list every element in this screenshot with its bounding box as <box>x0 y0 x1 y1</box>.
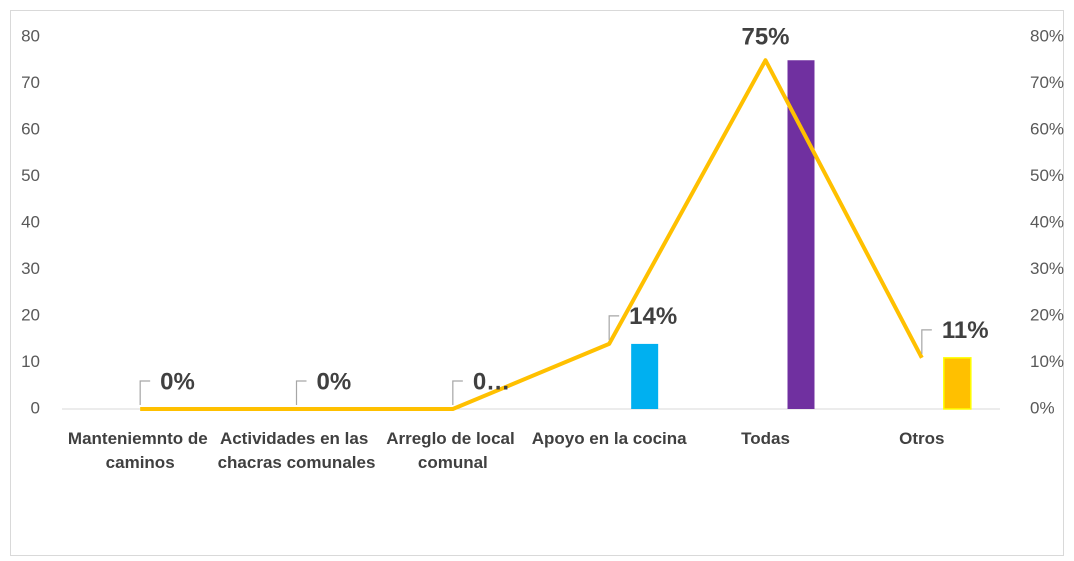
y2-tick-label: 20% <box>1030 305 1064 324</box>
line <box>140 58 924 411</box>
x-tick-label: Otros <box>899 429 944 448</box>
y-tick-label: 80 <box>21 26 40 45</box>
x-tick-label: Apoyo en la cocina <box>532 429 687 448</box>
y2-tick-label: 30% <box>1030 259 1064 278</box>
y-tick-label: 70 <box>21 73 40 92</box>
leader-line <box>921 329 932 354</box>
y-tick-label: 20 <box>21 305 40 324</box>
leader-line <box>139 380 151 405</box>
data-label: 14% <box>629 303 677 330</box>
y-tick-label: 50 <box>21 166 40 185</box>
y-tick-label: 40 <box>21 212 40 231</box>
y2-tick-label: 60% <box>1030 119 1064 138</box>
leader-line <box>452 380 463 405</box>
y-tick-label: 0 <box>31 398 40 417</box>
bar <box>631 343 659 409</box>
bar <box>943 357 972 410</box>
x-tick-label: Arreglo de local comunal <box>386 429 519 472</box>
y2-tick-label: 70% <box>1030 73 1064 92</box>
x-tick-label: Todas <box>741 429 790 448</box>
data-label: 0% <box>317 368 352 395</box>
y2-tick-label: 10% <box>1030 352 1064 371</box>
y-tick-label: 60 <box>21 119 40 138</box>
y-tick-label: 30 <box>21 259 40 278</box>
y2-tick-label: 40% <box>1030 212 1064 231</box>
leader-line <box>295 380 307 405</box>
bar <box>787 60 815 409</box>
x-tick-label: Manteniemnto de caminos <box>68 429 213 472</box>
chart-frame <box>10 10 1064 556</box>
y2-tick-label: 0% <box>1030 398 1055 417</box>
data-label: 0… <box>473 368 510 395</box>
data-label: 75% <box>741 24 789 51</box>
y2-tick-label: 50% <box>1030 166 1064 185</box>
data-label: 0% <box>160 368 195 395</box>
leader-line <box>608 315 620 340</box>
x-tick-label: Actividades en las chacras comunales <box>218 429 376 472</box>
data-label: 11% <box>942 317 989 344</box>
y-tick-label: 10 <box>21 352 40 371</box>
y2-tick-label: 80% <box>1030 26 1064 45</box>
